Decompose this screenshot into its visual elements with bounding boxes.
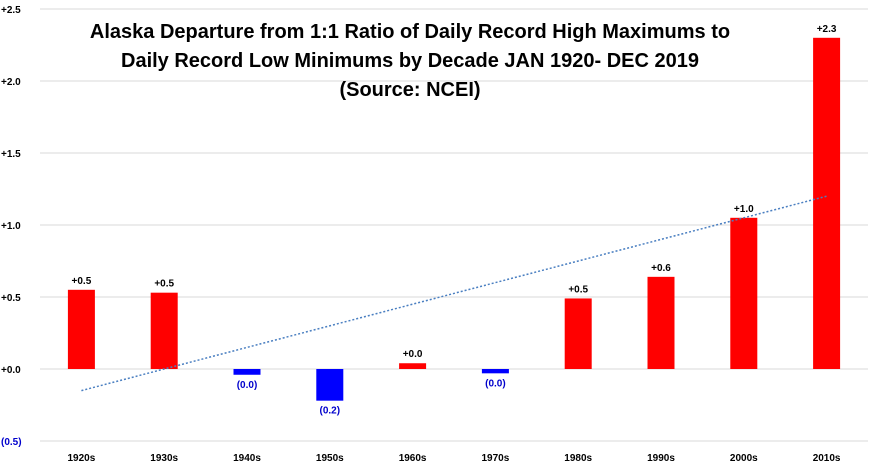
bars — [67, 37, 841, 401]
data-label: +0.5 — [154, 279, 174, 290]
bar — [730, 217, 758, 369]
y-tick-label: +0.5 — [1, 293, 21, 304]
bar — [150, 292, 178, 369]
bar — [813, 37, 841, 370]
chart-title-line-2: Daily Record Low Minimums by Decade JAN … — [121, 50, 699, 72]
bar — [316, 369, 344, 401]
bar — [67, 289, 95, 369]
data-label: (0.2) — [320, 406, 341, 417]
x-axis-ticks: 1920s 1930s 1940s 1950s 1960s 1970s 1980s 1990s… — [67, 453, 840, 464]
x-tick-label: 1930s — [150, 453, 178, 464]
x-tick-label: 1980s — [564, 453, 592, 464]
bar — [564, 298, 592, 369]
x-tick-label: 2000s — [730, 453, 758, 464]
trendline — [81, 195, 827, 392]
data-label: +0.5 — [72, 276, 92, 287]
x-tick-label: 1950s — [316, 453, 344, 464]
y-tick-label: +2.5 — [1, 5, 21, 16]
x-tick-label: 1920s — [67, 453, 95, 464]
x-tick-label: 2010s — [813, 453, 841, 464]
data-label: +2.3 — [817, 24, 837, 35]
x-tick-label: 1990s — [647, 453, 675, 464]
bar — [399, 363, 427, 369]
bar — [233, 369, 261, 375]
y-tick-label: (0.5) — [1, 437, 22, 448]
bar — [481, 369, 509, 374]
gridlines — [40, 8, 868, 442]
x-tick-label: 1970s — [481, 453, 509, 464]
data-label: +1.0 — [734, 204, 754, 215]
y-tick-label: +2.0 — [1, 77, 21, 88]
data-label: +0.6 — [651, 263, 671, 274]
data-labels: +0.5 +0.5 (0.0) (0.2) +0.0 (0.0) +0.5 +0.6 +1.0 +… — [72, 24, 837, 417]
chart-title-line-1: Alaska Departure from 1:1 Ratio of Daily… — [90, 21, 730, 43]
chart-title: Alaska Departure from 1:1 Ratio of Daily… — [90, 21, 730, 101]
chart-title-line-3: (Source: NCEI) — [339, 79, 480, 101]
data-label: (0.0) — [485, 378, 506, 389]
y-tick-label: +1.0 — [1, 221, 21, 232]
bar — [647, 276, 675, 369]
data-label: +0.0 — [403, 349, 423, 360]
x-tick-label: 1960s — [399, 453, 427, 464]
x-tick-label: 1940s — [233, 453, 261, 464]
y-tick-label: +0.0 — [1, 365, 21, 376]
y-axis-ticks: +2.5 +2.0 +1.5 +1.0 +0.5 +0.0 (0.5) — [1, 5, 22, 448]
y-tick-label: +1.5 — [1, 149, 21, 160]
data-label: (0.0) — [237, 380, 258, 391]
data-label: +0.5 — [568, 284, 588, 295]
